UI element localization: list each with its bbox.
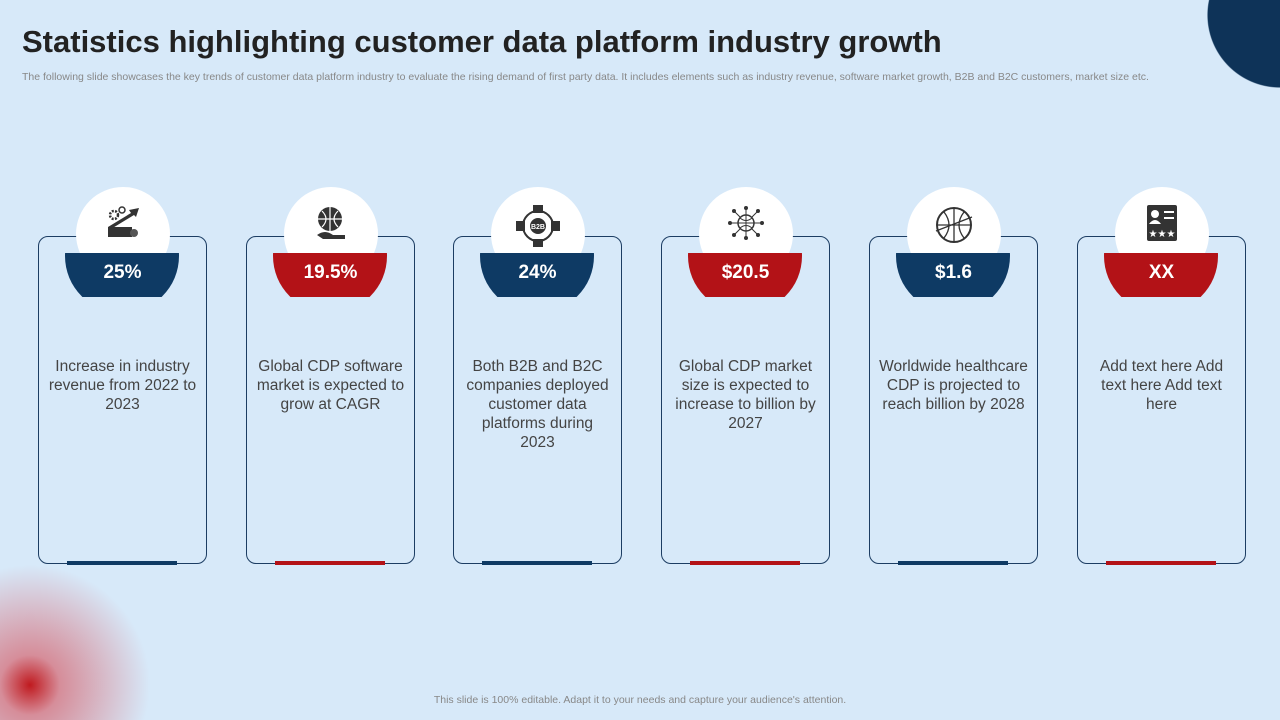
stat-card: $1.6 Worldwide healthcare CDP is project… xyxy=(869,187,1038,565)
stat-card: 19.5% Global CDP software market is expe… xyxy=(246,187,415,565)
stat-description: Add text here Add text here Add text her… xyxy=(1099,358,1224,413)
accent-bar xyxy=(898,561,1008,565)
accent-bar xyxy=(275,561,385,565)
stat-value: 25% xyxy=(103,262,142,283)
accent-bar xyxy=(690,561,800,565)
value-badge xyxy=(273,253,387,297)
stat-value: XX xyxy=(1148,262,1175,283)
footer-note: This slide is 100% editable. Adapt it to… xyxy=(433,694,847,706)
page-title: Statistics highlighting customer data pl… xyxy=(22,24,942,59)
stat-description: Global CDP software market is expected t… xyxy=(256,358,405,413)
growth-chart-gears-icon xyxy=(105,205,141,281)
stat-description: Increase in industry revenue from 2022 t… xyxy=(48,358,197,413)
stat-description: Global CDP market size is expected to in… xyxy=(675,358,816,432)
stat-card: B2B 24% Both B2B and B2C companies deplo… xyxy=(453,187,622,565)
stat-value: $1.6 xyxy=(935,262,972,283)
stat-value: 19.5% xyxy=(303,262,358,283)
b2b-label: B2B xyxy=(531,224,545,231)
value-badge xyxy=(480,253,594,297)
stat-card: $20.5 Global CDP market size is expected… xyxy=(661,187,830,565)
svg-text:★★★: ★★★ xyxy=(1149,229,1176,240)
accent-bar xyxy=(1106,561,1216,565)
page-subtitle: The following slide showcases the key tr… xyxy=(22,71,1149,83)
profile-rating-icon: ★★★ xyxy=(1145,205,1179,281)
corner-decoration xyxy=(1200,0,1280,90)
value-badge xyxy=(65,253,179,297)
value-badge xyxy=(1104,253,1218,297)
accent-bar xyxy=(482,561,592,565)
stat-description: Worldwide healthcare CDP is projected to… xyxy=(879,358,1028,413)
value-badge xyxy=(896,253,1010,297)
globe-network-icon xyxy=(932,205,976,281)
value-badge xyxy=(688,253,802,297)
globe-hand-icon xyxy=(313,205,349,281)
circuit-globe-icon xyxy=(726,205,766,281)
stat-value: 24% xyxy=(518,262,557,283)
stat-value: $20.5 xyxy=(721,262,770,283)
b2b-network-icon: B2B xyxy=(516,205,560,281)
stat-card: 25% Increase in industry revenue from 20… xyxy=(38,187,207,565)
stat-card: ★★★ XX Add text here Add text here Add t… xyxy=(1077,187,1246,565)
stat-description: Both B2B and B2C companies deployed cust… xyxy=(466,358,609,451)
glow-decoration xyxy=(0,560,200,720)
accent-bar xyxy=(67,561,177,565)
